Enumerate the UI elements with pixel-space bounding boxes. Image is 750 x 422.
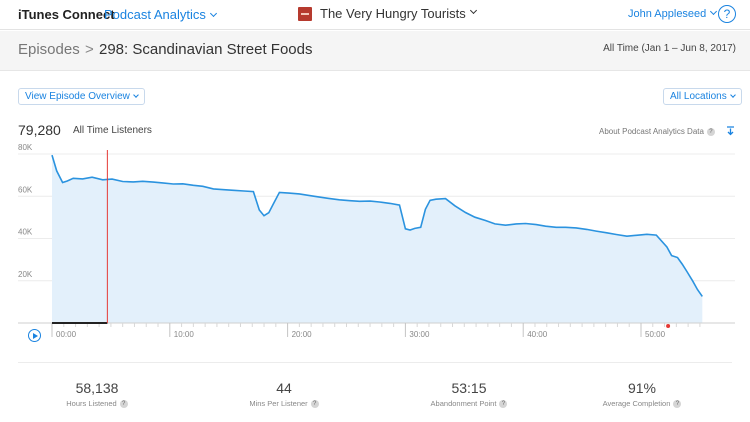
x-tick-label: 20:00 xyxy=(292,330,313,339)
stat-label-text: Mins Per Listener xyxy=(249,399,308,408)
x-tick-label: 00:00 xyxy=(56,330,77,339)
question-icon[interactable]: ? xyxy=(310,400,319,408)
listeners-chart[interactable]: 20K 40K 60K 80K 00:00 10:00 20:00 30:00 40:00 50… xyxy=(0,140,750,340)
podcast-name: The Very Hungry Tourists xyxy=(320,6,466,21)
total-listeners-value: 79,280 xyxy=(18,122,61,138)
stat-label: Average Completion? xyxy=(582,399,702,409)
listeners-area xyxy=(52,155,703,323)
y-tick-label: 80K xyxy=(18,143,33,152)
chevron-down-icon xyxy=(469,6,477,15)
question-icon[interactable]: ? xyxy=(119,400,128,408)
x-tick-label: 30:00 xyxy=(409,330,430,339)
x-axis-labels: 00:00 10:00 20:00 30:00 40:00 50:00 xyxy=(56,330,666,339)
stat-abandonment-point: 53:15 Abandonment Point? xyxy=(409,380,529,409)
page-title: 298: Scandinavian Street Foods xyxy=(99,41,313,58)
x-tick-label: 50:00 xyxy=(645,330,666,339)
stat-value: 91% xyxy=(627,380,657,396)
chevron-down-icon xyxy=(710,7,718,16)
stat-label-text: Abandonment Point xyxy=(430,399,497,408)
question-icon[interactable]: ? xyxy=(706,128,715,136)
locations-dropdown[interactable]: All Locations xyxy=(663,88,742,105)
play-icon[interactable] xyxy=(28,329,41,342)
module-switcher[interactable]: Podcast Analytics xyxy=(104,7,217,22)
chevron-down-icon xyxy=(133,92,139,98)
stat-hours-listened: 58,138 Hours Listened? xyxy=(37,380,157,409)
listeners-line xyxy=(51,154,703,297)
chevron-down-icon xyxy=(729,92,736,98)
page-header: Episodes > 298: Scandinavian Street Food… xyxy=(0,31,750,71)
stat-label-text: Average Completion xyxy=(602,399,671,408)
download-icon[interactable] xyxy=(726,126,735,137)
total-listeners-label: All Time Listeners xyxy=(73,125,152,136)
podcast-artwork xyxy=(298,6,312,21)
user-name: John Appleseed xyxy=(628,8,707,20)
user-menu[interactable]: John Appleseed xyxy=(628,7,718,20)
chevron-down-icon xyxy=(209,9,217,18)
y-tick-label: 40K xyxy=(18,228,33,237)
breadcrumb-episodes[interactable]: Episodes xyxy=(18,41,80,58)
module-label: Podcast Analytics xyxy=(104,7,206,22)
stat-value: 53:15 xyxy=(451,380,487,396)
podcast-switcher[interactable]: The Very Hungry Tourists xyxy=(298,6,477,21)
stat-label: Mins Per Listener? xyxy=(224,399,344,409)
stat-value: 58,138 xyxy=(75,380,119,396)
breadcrumb-separator: > xyxy=(85,41,94,58)
app-brand[interactable]: iTunes Connect xyxy=(18,7,115,22)
view-episode-overview-dropdown[interactable]: View Episode Overview xyxy=(18,88,145,105)
about-label: About Podcast Analytics Data xyxy=(599,127,704,136)
overview-label: View Episode Overview xyxy=(25,91,130,102)
question-icon[interactable]: ? xyxy=(499,400,508,408)
divider xyxy=(18,362,732,363)
y-tick-label: 20K xyxy=(18,270,33,279)
stat-label-text: Hours Listened xyxy=(66,399,117,408)
x-tick-label: 10:00 xyxy=(174,330,195,339)
stat-value: 44 xyxy=(276,380,292,396)
stat-mins-per-listener: 44 Mins Per Listener? xyxy=(224,380,344,409)
about-analytics-link[interactable]: About Podcast Analytics Data? xyxy=(599,127,715,137)
x-tick-label: 40:00 xyxy=(527,330,548,339)
top-nav-bar: iTunes Connect Podcast Analytics The Ver… xyxy=(0,0,750,30)
x-axis xyxy=(18,322,735,337)
abandonment-marker xyxy=(666,324,671,328)
date-range[interactable]: All Time (Jan 1 – Jun 8, 2017) xyxy=(603,43,736,54)
locations-label: All Locations xyxy=(670,91,727,102)
help-icon[interactable]: ? xyxy=(718,5,736,23)
y-tick-label: 60K xyxy=(18,185,33,194)
question-icon[interactable]: ? xyxy=(673,400,682,408)
stat-average-completion: 91% Average Completion? xyxy=(582,380,702,409)
stat-label: Abandonment Point? xyxy=(409,399,529,409)
y-axis-labels: 20K 40K 60K 80K xyxy=(18,143,33,279)
stat-label: Hours Listened? xyxy=(37,399,157,409)
